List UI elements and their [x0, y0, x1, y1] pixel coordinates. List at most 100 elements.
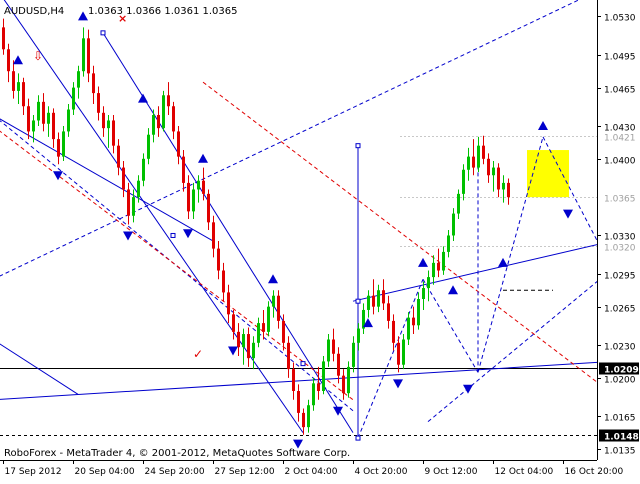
candle-body: [97, 93, 100, 113]
candle-body: [237, 331, 240, 348]
anchor-point: [300, 361, 306, 367]
candle-body: [342, 375, 345, 394]
trend-line: [0, 361, 597, 400]
candle-body: [207, 193, 210, 223]
candles: [2, 18, 510, 435]
candle-body: [172, 106, 175, 132]
candle-body: [392, 320, 395, 343]
time-tick-label: 2 Oct 04:00: [285, 467, 338, 477]
candle-body: [262, 323, 265, 332]
candle-body: [117, 145, 120, 168]
candle-body: [277, 295, 280, 321]
candle-body: [62, 131, 65, 157]
fractal-arrow: [183, 229, 193, 239]
candle-body: [302, 412, 305, 428]
candle-body: [422, 288, 425, 299]
candle-body: [397, 342, 400, 365]
candle-body: [212, 222, 215, 249]
fractal-arrow: [198, 153, 208, 163]
chart-footer: RoboForex - MetaTrader 4, © 2001-2012, M…: [4, 448, 350, 459]
candle-body: [42, 101, 45, 124]
chart-header: AUDUSD,H4: [4, 6, 64, 17]
candle-body: [467, 156, 470, 170]
candle-body: [87, 38, 90, 74]
candle-body: [492, 167, 495, 176]
candle-body: [37, 101, 40, 121]
projection-line: [0, 0, 580, 277]
price-tick-label: 1.0495: [604, 53, 636, 63]
candle-body: [82, 38, 85, 72]
price-tick-label: 1.0430: [604, 124, 636, 134]
wave-line: [542, 136, 597, 242]
candle-body: [17, 82, 20, 91]
candle-body: [362, 309, 365, 329]
fractal-markers: × ✓ ⇩: [13, 11, 573, 449]
price-level-label: 1.0209: [604, 366, 639, 376]
candle-body: [402, 339, 405, 365]
candle-body: [482, 145, 485, 159]
candle-body: [367, 295, 370, 310]
candle-body: [287, 342, 290, 370]
candle-body: [232, 314, 235, 332]
time-tick-label: 4 Oct 20:00: [355, 467, 408, 477]
fractal-arrow: [363, 318, 373, 328]
anchor-point: [355, 143, 361, 149]
time-tick-label: 17 Sep 2012: [5, 467, 62, 477]
candle-body: [267, 306, 270, 332]
price-tick-label: 1.0465: [604, 86, 636, 96]
fractal-arrow: [138, 93, 148, 103]
candle-body: [352, 342, 355, 367]
candle-body: [257, 323, 260, 343]
candle-body: [387, 303, 390, 321]
trend-line: [0, 343, 79, 395]
candle-body: [412, 317, 415, 326]
anchor-point: [355, 435, 361, 441]
fractal-arrow: [13, 55, 23, 65]
price-tick-label: 1.0200: [604, 376, 636, 386]
fractal-arrow: [393, 379, 403, 389]
candle-body: [217, 248, 220, 271]
price-tick-label: 1.0530: [604, 14, 636, 24]
candle-body: [127, 189, 130, 216]
time-tick-label: 16 Oct 20:00: [565, 467, 624, 477]
time-tick-label: 20 Sep 04:00: [75, 467, 135, 477]
candle-body: [432, 262, 435, 278]
price-tick-label: 1.0165: [604, 414, 636, 424]
candle-body: [72, 87, 75, 110]
time-tick-label: 27 Sep 12:00: [215, 467, 275, 477]
candle-body: [297, 391, 300, 413]
fractal-arrow: [498, 257, 508, 267]
channel-line: [202, 81, 597, 383]
sell-arrow-icon: ⇩: [33, 49, 43, 63]
close-signal-icon: ×: [118, 12, 127, 25]
candle-body: [247, 334, 250, 359]
candle-body: [487, 158, 490, 176]
candle-body: [377, 290, 380, 307]
candle-body: [327, 339, 330, 362]
candle-body: [427, 277, 430, 289]
candle-body: [332, 339, 335, 354]
price-tick-label: 1.0330: [604, 233, 636, 243]
candle-body: [192, 189, 195, 212]
candle-body: [417, 299, 420, 326]
check-signal-icon: ✓: [193, 347, 203, 361]
candle-body: [437, 262, 440, 271]
candle-body: [457, 193, 460, 214]
candle-body: [112, 120, 115, 146]
price-level-label: 1.0421: [604, 134, 636, 144]
candle-body: [22, 82, 25, 107]
price-level-label: 1.0148: [604, 433, 639, 443]
candle-body: [317, 383, 320, 391]
candle-body: [57, 139, 60, 157]
anchor-point: [100, 30, 106, 36]
candle-body: [477, 145, 480, 168]
chart-ohlc: 1.0363 1.0366 1.0361 1.0365: [88, 6, 238, 17]
candle-body: [242, 334, 245, 348]
candle-body: [102, 112, 105, 129]
fractal-arrow: [563, 209, 573, 219]
fractal-arrow: [538, 120, 548, 130]
candle-body: [157, 115, 160, 129]
candle-body: [462, 169, 465, 194]
